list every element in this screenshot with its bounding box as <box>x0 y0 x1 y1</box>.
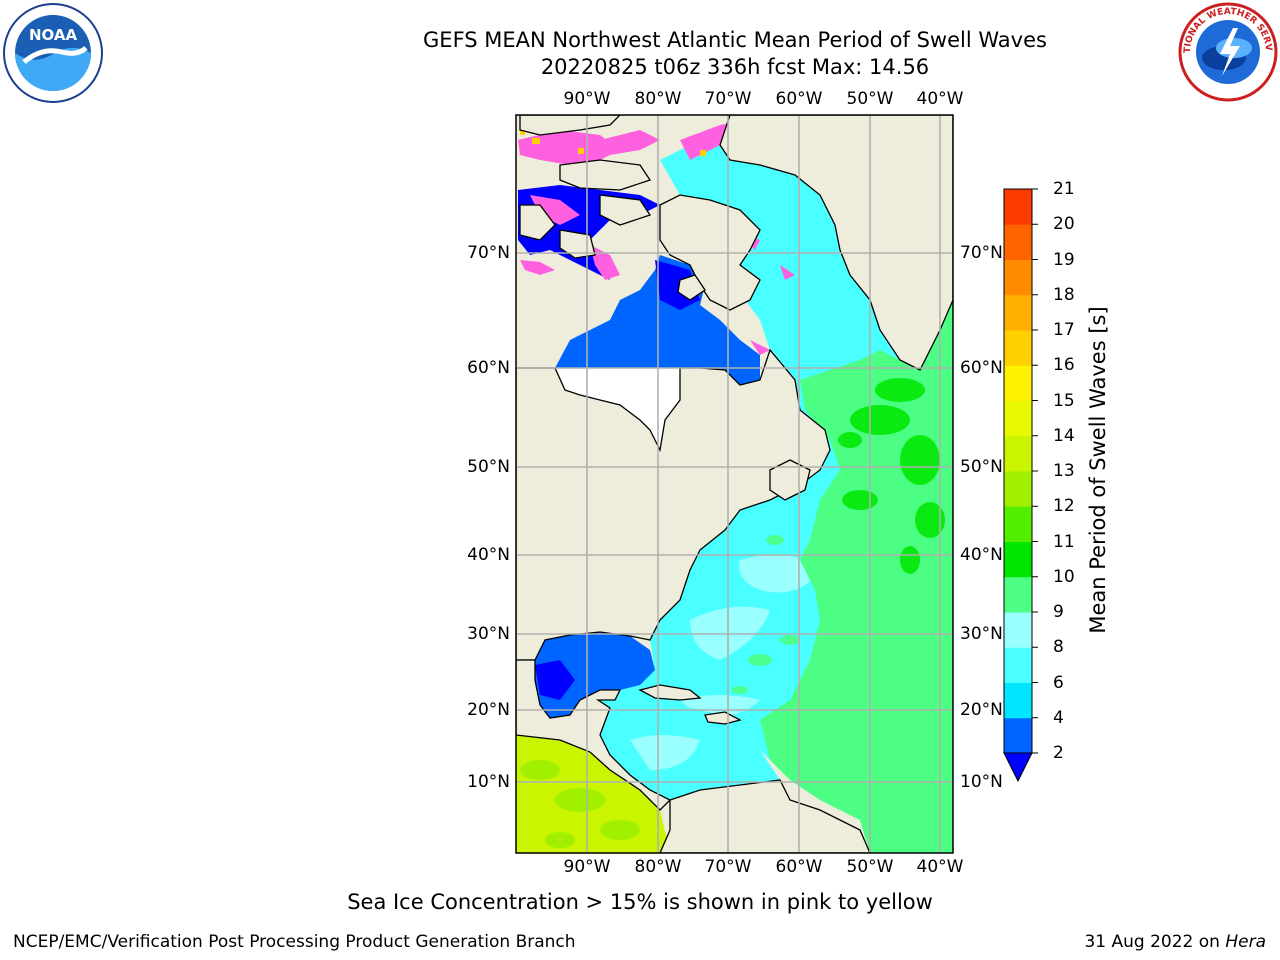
colorbar-segment <box>1004 224 1032 260</box>
caribbean-light-cyan <box>630 735 700 770</box>
lon-label-top: 90°W <box>563 89 611 109</box>
lat-label-left: 10°N <box>467 772 510 792</box>
colorbar-tick-label: 9 <box>1053 602 1064 622</box>
colorbar-segment <box>1004 259 1032 296</box>
lon-label-top: 60°W <box>775 89 823 109</box>
lon-label-bottom: 70°W <box>704 857 752 877</box>
colorbar-segment <box>1004 717 1032 754</box>
map-frame <box>515 114 954 854</box>
colorbar-segment <box>1004 189 1032 225</box>
colorbar-title: Mean Period of Swell Waves [s] <box>1086 306 1110 634</box>
nws-logo: NATIONAL WEATHER SERVICE <box>1178 2 1278 102</box>
lon-label-top: 70°W <box>704 89 752 109</box>
colorbar-tick-label: 4 <box>1053 707 1064 728</box>
graticule <box>516 115 953 853</box>
colorbar-tick-label: 11 <box>1053 531 1075 552</box>
colorbar-segment <box>1004 294 1032 331</box>
colorbar-segment <box>1004 576 1032 613</box>
footer-credit: NCEP/EMC/Verification Post Processing Pr… <box>13 932 576 952</box>
sea-ice-pink <box>518 118 795 355</box>
lat-label-left: 60°N <box>467 358 510 378</box>
lat-label-right: 70°N <box>960 243 1003 263</box>
colorbar-tick-label: 20 <box>1053 214 1075 235</box>
colorbar-segment <box>1004 435 1032 472</box>
ocean-green-speckles <box>732 535 800 694</box>
lat-label-right: 30°N <box>960 624 1003 644</box>
lon-label-bottom: 80°W <box>634 857 682 877</box>
colorbar-tick-label: 15 <box>1053 390 1075 411</box>
colorbar-segment <box>1004 330 1032 366</box>
svg-text:NOAA: NOAA <box>29 26 78 44</box>
ocean-bright-green-speckles <box>838 378 945 574</box>
gulf-of-mexico-blue <box>535 632 655 718</box>
baffin-bay-cyan <box>660 140 840 250</box>
lon-label-top: 40°W <box>916 89 964 109</box>
lon-label-bottom: 60°W <box>775 857 823 877</box>
lon-label-bottom: 90°W <box>563 857 611 877</box>
lon-label-top: 80°W <box>634 89 682 109</box>
map-title: GEFS MEAN Northwest Atlantic Mean Period… <box>423 28 1047 52</box>
colorbar-segment <box>1004 506 1032 542</box>
colorbar <box>1003 188 1038 783</box>
colorbar-tick-label: 19 <box>1053 249 1075 270</box>
colorbar-under-triangle <box>1003 752 1033 783</box>
colorbar-tick-label: 6 <box>1053 672 1064 693</box>
colorbar-tick-label: 13 <box>1053 461 1075 481</box>
colorbar-tick-label: 14 <box>1053 425 1075 446</box>
colorbar-tick-label: 16 <box>1053 355 1075 376</box>
colorbar-segment <box>1004 541 1032 578</box>
colorbar-tick-label: 8 <box>1053 637 1064 658</box>
footer-date: 31 Aug 2022 on Hera <box>1084 932 1266 952</box>
sea-ice-yellow <box>520 130 706 156</box>
lat-label-left: 40°N <box>467 545 510 565</box>
lat-label-right: 40°N <box>960 545 1003 565</box>
lat-label-left: 70°N <box>467 243 510 263</box>
lat-label-right: 10°N <box>960 772 1003 792</box>
colorbar-tick-label: 10 <box>1053 566 1075 587</box>
colorbar-tick-label: 2 <box>1053 743 1064 763</box>
sea-ice-note: Sea Ice Concentration > 15% is shown in … <box>347 890 933 914</box>
colorbar-segment <box>1004 471 1032 507</box>
colorbar-tick-label: 17 <box>1053 320 1075 340</box>
lat-label-left: 30°N <box>467 624 510 644</box>
lat-label-right: 20°N <box>960 700 1003 720</box>
colorbar-segment <box>1004 400 1032 437</box>
noaa-logo: NOAA <box>3 3 103 103</box>
colorbar-segment <box>1004 647 1032 683</box>
colorbar-segment <box>1004 612 1032 648</box>
footer-date-text: 31 Aug 2022 on <box>1084 932 1220 952</box>
lat-label-right: 50°N <box>960 457 1003 477</box>
colorbar-tick-label: 12 <box>1053 496 1075 517</box>
lon-label-bottom: 50°W <box>846 857 894 877</box>
colorbar-segment <box>1004 365 1032 401</box>
lat-label-left: 50°N <box>467 457 510 477</box>
coastlines <box>516 115 953 853</box>
lon-label-top: 50°W <box>846 89 894 109</box>
colorbar-segment <box>1004 682 1032 719</box>
pacific-speckles <box>520 760 640 848</box>
colorbar-tick-label: 21 <box>1053 179 1075 199</box>
ocean-green-region <box>760 300 953 853</box>
gulf-of-mexico-deep-blue <box>535 660 575 700</box>
colorbar-tick-label: 18 <box>1053 284 1075 305</box>
footer-machine: Hera <box>1225 932 1266 952</box>
lat-label-right: 60°N <box>960 358 1003 378</box>
lon-label-bottom: 40°W <box>916 857 964 877</box>
map-subtitle: 20220825 t06z 336h fcst Max: 14.56 <box>540 55 930 79</box>
lat-label-left: 20°N <box>467 700 510 720</box>
